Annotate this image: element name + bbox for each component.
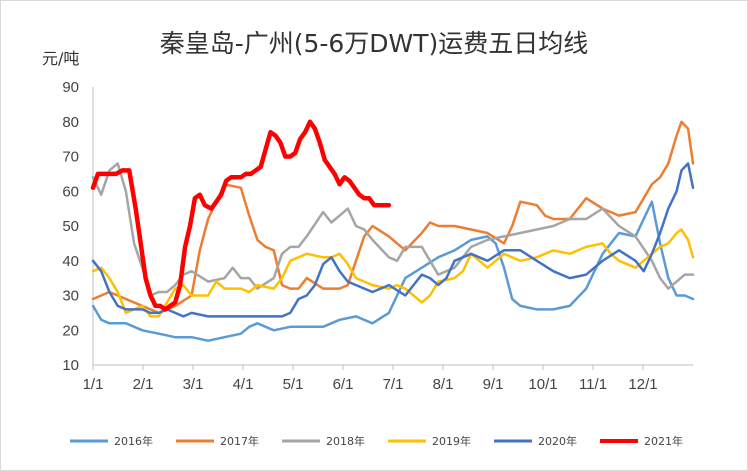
legend-label: 2018年	[326, 434, 365, 448]
x-tick-label: 9/1	[483, 376, 504, 393]
x-tick-label: 8/1	[433, 376, 454, 393]
series-line-2019年	[91, 228, 695, 318]
chart-title: 秦皇岛-广州(5-6万DWT)运费五日均线	[159, 29, 589, 58]
y-axis-label: 元/吨	[42, 49, 80, 68]
x-tick-label: 2/1	[133, 376, 154, 393]
x-tick-label: 11/1	[579, 376, 607, 393]
legend-label: 2016年	[114, 434, 153, 448]
legend-label: 2019年	[432, 434, 471, 448]
legend-label: 2017年	[220, 434, 259, 448]
x-tick-label: 10/1	[528, 376, 557, 393]
x-tick-label: 6/1	[333, 376, 354, 393]
y-tick-label: 80	[62, 114, 79, 131]
series-line-2016年	[91, 200, 695, 342]
x-tick-label: 1/1	[83, 376, 104, 393]
y-tick-label: 60	[62, 183, 79, 200]
y-tick-label: 20	[62, 322, 79, 339]
x-tick-label: 3/1	[183, 376, 204, 393]
x-tick-label: 5/1	[283, 376, 304, 393]
y-tick-label: 40	[62, 253, 79, 270]
y-tick-label: 30	[62, 288, 79, 305]
y-tick-label: 50	[62, 218, 79, 235]
series-line-2018年	[91, 162, 695, 297]
series-line-2021年	[90, 119, 392, 312]
legend-label: 2020年	[538, 434, 577, 448]
y-tick-label: 10	[62, 357, 79, 374]
y-tick-label: 90	[62, 79, 79, 96]
x-tick-label: 4/1	[233, 376, 254, 393]
x-tick-label: 7/1	[383, 376, 404, 393]
x-tick-label: 12/1	[628, 376, 657, 393]
legend-label: 2021年	[644, 434, 683, 448]
y-tick-label: 70	[62, 149, 79, 166]
